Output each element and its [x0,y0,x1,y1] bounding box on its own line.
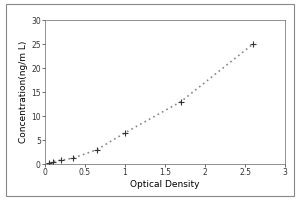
X-axis label: Optical Density: Optical Density [130,180,200,189]
Y-axis label: Concentration(ng/m L): Concentration(ng/m L) [19,41,28,143]
